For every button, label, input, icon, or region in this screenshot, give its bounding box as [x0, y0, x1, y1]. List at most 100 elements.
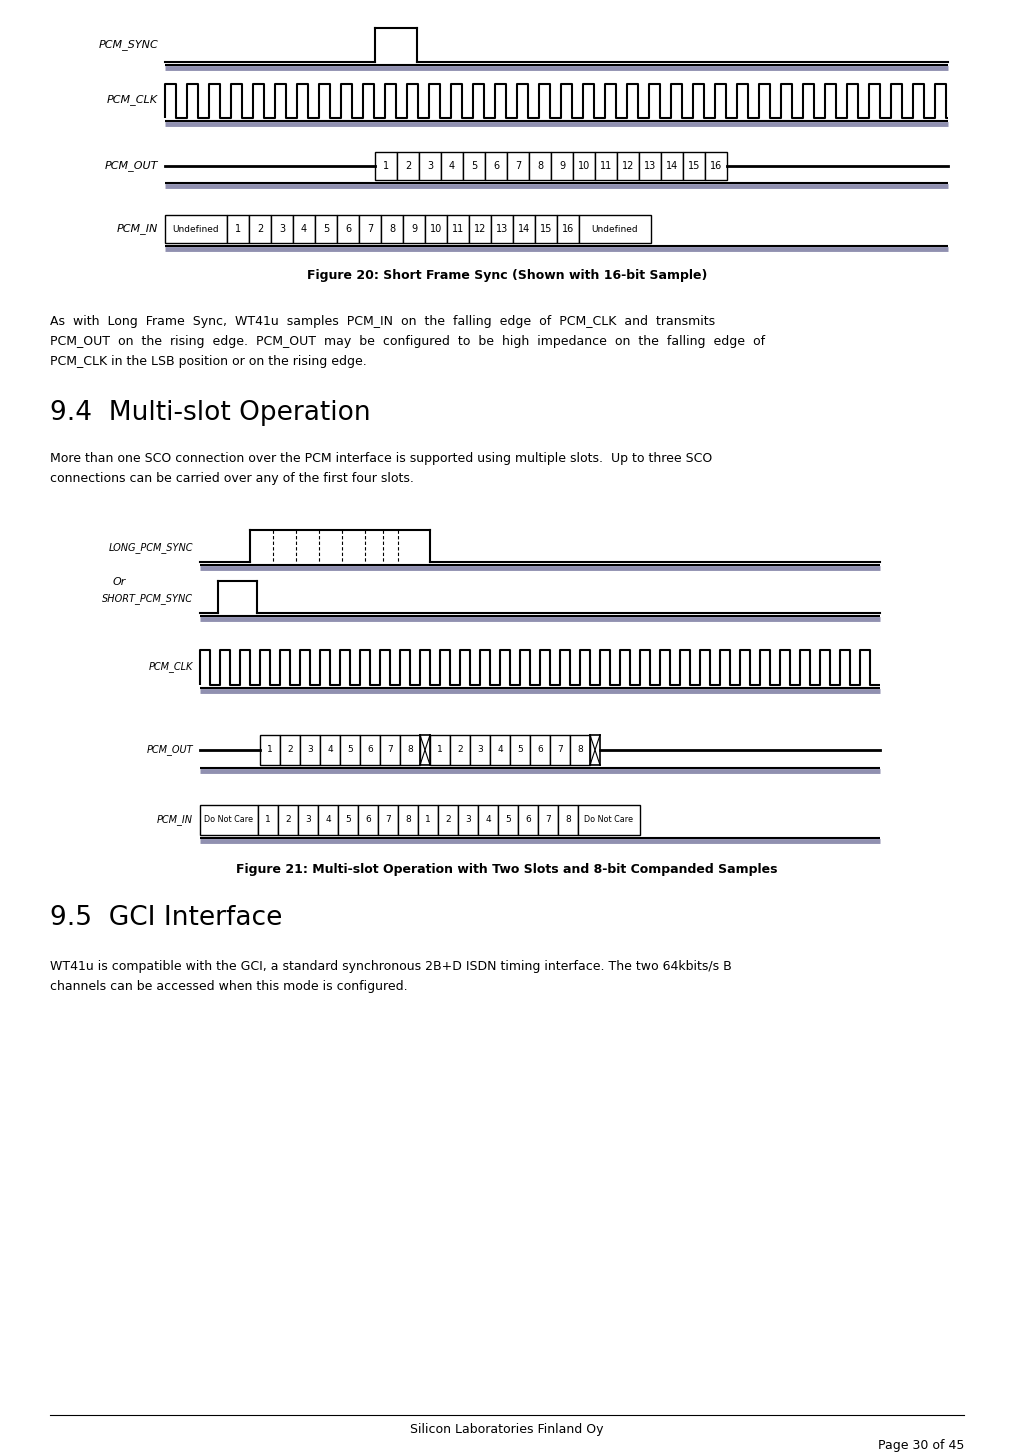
Text: 14: 14	[518, 224, 530, 234]
Text: 2: 2	[405, 162, 411, 170]
Text: 2: 2	[445, 815, 451, 824]
Text: 7: 7	[387, 745, 392, 754]
Text: More than one SCO connection over the PCM interface is supported using multiple : More than one SCO connection over the PC…	[50, 451, 712, 464]
Bar	[518, 805, 538, 834]
Bar	[491, 215, 513, 243]
Text: 15: 15	[539, 224, 553, 234]
Text: 9: 9	[411, 224, 417, 234]
Text: 7: 7	[367, 224, 373, 234]
Text: PCM_OUT  on  the  rising  edge.  PCM_OUT  may  be  configured  to  be  high  imp: PCM_OUT on the rising edge. PCM_OUT may …	[50, 335, 766, 348]
Bar	[507, 151, 529, 181]
Bar	[570, 735, 590, 764]
Text: Or: Or	[113, 577, 127, 587]
Text: 2: 2	[257, 224, 263, 234]
Text: 14: 14	[666, 162, 678, 170]
Text: 7: 7	[515, 162, 521, 170]
Text: 13: 13	[496, 224, 508, 234]
Text: As  with  Long  Frame  Sync,  WT41u  samples  PCM_IN  on  the  falling  edge  of: As with Long Frame Sync, WT41u samples P…	[50, 314, 715, 328]
Text: Figure 21: Multi-slot Operation with Two Slots and 8-bit Companded Samples: Figure 21: Multi-slot Operation with Two…	[236, 863, 778, 877]
Bar	[227, 215, 249, 243]
Bar	[271, 215, 293, 243]
Text: Silicon Laboratories Finland Oy: Silicon Laboratories Finland Oy	[411, 1424, 603, 1437]
Text: 16: 16	[710, 162, 722, 170]
Text: PCM_IN: PCM_IN	[157, 814, 193, 826]
Text: PCM_CLK: PCM_CLK	[107, 95, 158, 105]
Bar	[381, 215, 403, 243]
Bar	[397, 151, 419, 181]
Text: 1: 1	[235, 224, 241, 234]
Text: 4: 4	[328, 745, 333, 754]
Bar	[430, 735, 450, 764]
Bar	[418, 805, 438, 834]
Bar	[280, 735, 300, 764]
Bar	[425, 215, 447, 243]
Text: 1: 1	[437, 745, 443, 754]
Text: 4: 4	[449, 162, 455, 170]
Bar	[258, 805, 278, 834]
Bar	[249, 215, 271, 243]
Bar	[639, 151, 661, 181]
Text: 3: 3	[305, 815, 311, 824]
Text: PCM_OUT: PCM_OUT	[146, 744, 193, 756]
Text: 9.4  Multi-slot Operation: 9.4 Multi-slot Operation	[50, 400, 371, 427]
Text: 1: 1	[425, 815, 431, 824]
Text: LONG_PCM_SYNC: LONG_PCM_SYNC	[108, 543, 193, 553]
Text: SHORT_PCM_SYNC: SHORT_PCM_SYNC	[102, 594, 193, 604]
Text: 5: 5	[505, 815, 511, 824]
Bar	[530, 735, 550, 764]
Text: 2: 2	[287, 745, 293, 754]
Bar	[441, 151, 463, 181]
Text: 6: 6	[345, 224, 351, 234]
Text: 12: 12	[622, 162, 634, 170]
Text: 6: 6	[367, 745, 373, 754]
Text: 5: 5	[470, 162, 478, 170]
Bar	[470, 735, 490, 764]
Text: 7: 7	[385, 815, 390, 824]
Text: PCM_SYNC: PCM_SYNC	[98, 39, 158, 51]
Bar	[661, 151, 683, 181]
Bar	[447, 215, 469, 243]
Text: 4: 4	[301, 224, 307, 234]
Bar	[683, 151, 705, 181]
Text: 8: 8	[406, 815, 411, 824]
Text: 16: 16	[562, 224, 574, 234]
Bar	[705, 151, 727, 181]
Text: 3: 3	[478, 745, 483, 754]
Text: 3: 3	[279, 224, 285, 234]
Text: 7: 7	[557, 745, 563, 754]
Text: PCM_OUT: PCM_OUT	[104, 160, 158, 172]
Bar	[318, 805, 338, 834]
Text: 9: 9	[559, 162, 565, 170]
Bar	[578, 805, 640, 834]
Bar	[490, 735, 510, 764]
Bar	[579, 215, 651, 243]
Text: 6: 6	[537, 745, 542, 754]
Text: Figure 20: Short Frame Sync (Shown with 16-bit Sample): Figure 20: Short Frame Sync (Shown with …	[307, 268, 707, 281]
Bar	[380, 735, 400, 764]
Bar	[557, 215, 579, 243]
Bar	[529, 151, 551, 181]
Text: 3: 3	[307, 745, 313, 754]
Text: 12: 12	[474, 224, 486, 234]
Text: Do Not Care: Do Not Care	[584, 815, 634, 824]
Text: 1: 1	[265, 815, 271, 824]
Bar	[400, 735, 420, 764]
Text: 2: 2	[457, 745, 462, 754]
Bar	[513, 215, 535, 243]
Bar	[320, 735, 340, 764]
Bar	[298, 805, 318, 834]
Text: Page 30 of 45: Page 30 of 45	[878, 1439, 964, 1452]
Bar	[595, 151, 617, 181]
Bar	[200, 805, 258, 834]
Bar	[337, 215, 359, 243]
Text: 4: 4	[485, 815, 491, 824]
Text: 1: 1	[267, 745, 273, 754]
Bar	[375, 151, 397, 181]
Text: 5: 5	[517, 745, 523, 754]
Text: 3: 3	[427, 162, 433, 170]
Text: Undefined: Undefined	[592, 224, 638, 233]
Text: 10: 10	[430, 224, 442, 234]
Bar	[485, 151, 507, 181]
Text: 11: 11	[452, 224, 464, 234]
Text: 8: 8	[408, 745, 413, 754]
